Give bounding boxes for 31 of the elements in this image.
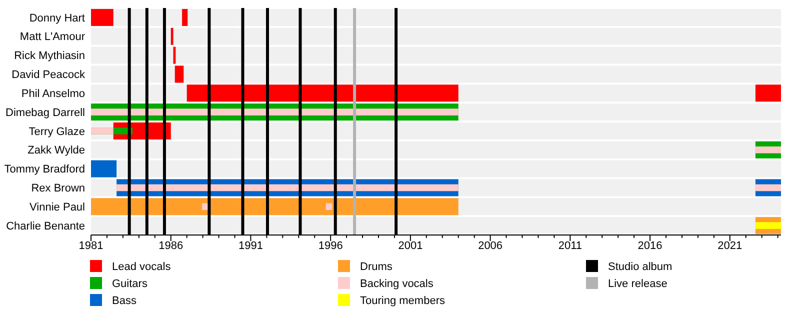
y-tick-label: Donny Hart bbox=[29, 12, 85, 24]
x-tick-label: 2016 bbox=[638, 240, 662, 252]
legend-label: Backing vocals bbox=[360, 278, 434, 290]
x-tick-label: 1996 bbox=[318, 240, 343, 252]
legend-label: Lead vocals bbox=[112, 260, 172, 273]
x-tick-label: 2011 bbox=[558, 240, 582, 252]
y-tick-label: Matt L'Amour bbox=[20, 31, 86, 44]
y-tick-label: Dimebag Darrell bbox=[6, 106, 85, 119]
y-tick-label: David Peacock bbox=[12, 69, 86, 82]
legend-label: Drums bbox=[360, 260, 393, 273]
y-tick-label: Tommy Bradford bbox=[4, 164, 85, 176]
y-tick-label: Zakk Wylde bbox=[28, 144, 85, 157]
y-tick-label: Vinnie Paul bbox=[30, 201, 85, 214]
legend-label: Touring members bbox=[360, 294, 446, 307]
x-tick-label: 1991 bbox=[238, 240, 263, 252]
y-tick-label: Rex Brown bbox=[31, 182, 85, 195]
legend-label: Bass bbox=[112, 294, 137, 307]
legend-label: Guitars bbox=[112, 278, 148, 290]
legend-label: Live release bbox=[608, 278, 668, 290]
x-tick-label: 2006 bbox=[478, 240, 503, 252]
bar bbox=[755, 184, 781, 192]
x-tick-label: 1986 bbox=[158, 240, 184, 252]
x-tick-label: 2021 bbox=[718, 240, 742, 252]
x-tick-label: 1981 bbox=[78, 240, 104, 252]
y-tick-label: Phil Anselmo bbox=[21, 88, 85, 100]
bar bbox=[326, 203, 332, 210]
y-tick-label: Rick Mythiasin bbox=[14, 50, 85, 62]
y-tick-label: Terry Glaze bbox=[28, 126, 85, 138]
y-tick-label: Charlie Benante bbox=[6, 220, 85, 232]
x-tick-label: 2001 bbox=[398, 240, 423, 252]
legend-label: Studio album bbox=[608, 260, 672, 273]
